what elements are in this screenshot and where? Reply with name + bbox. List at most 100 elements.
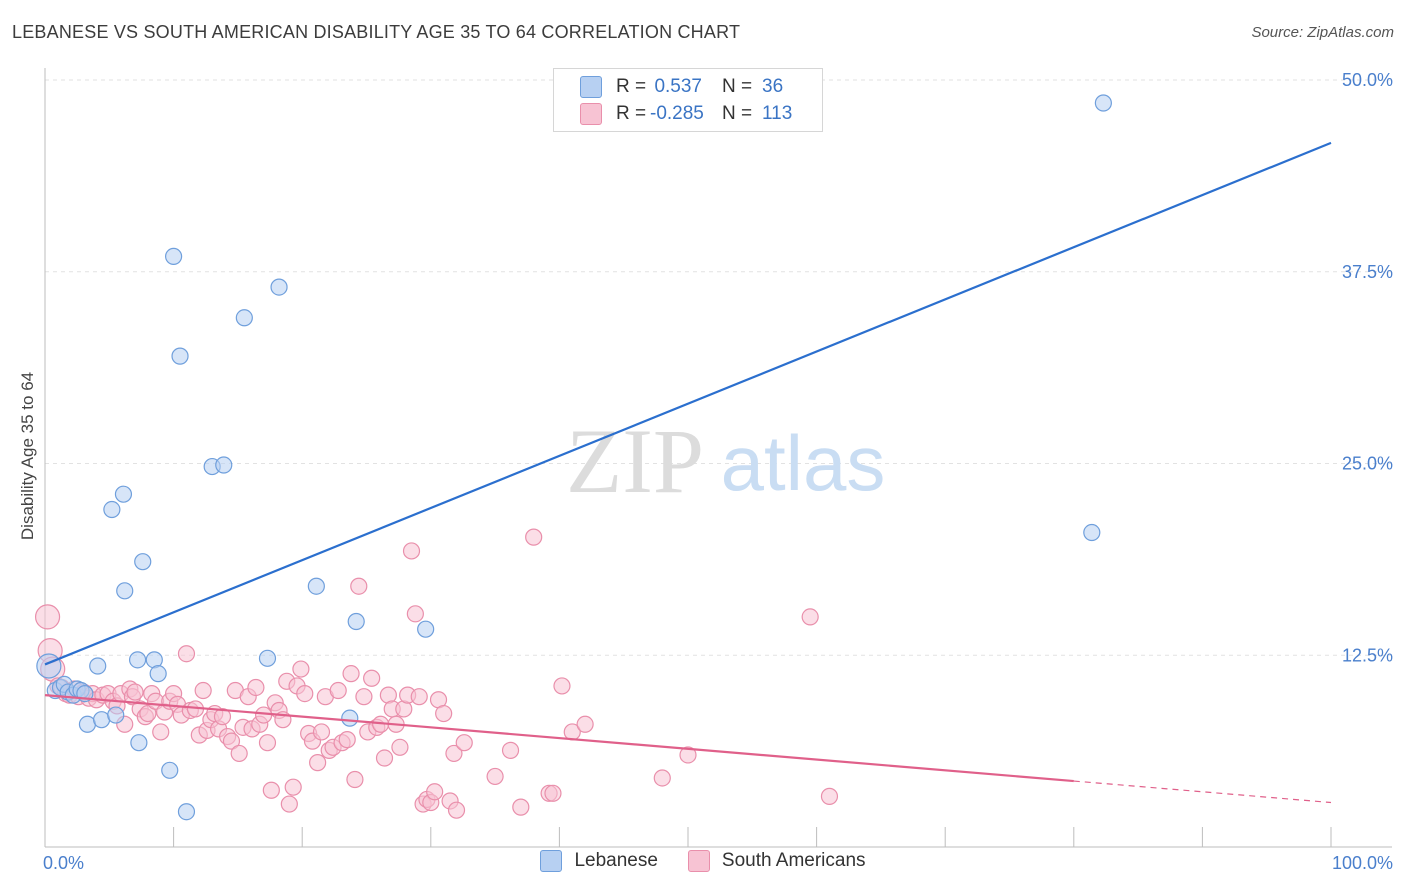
south-americans-point: [402, 542, 421, 560]
r-label: R =: [616, 76, 647, 97]
south-americans-point: [512, 798, 530, 816]
legend-label-south-americans: South Americans: [721, 850, 866, 871]
south-americans-point: [255, 706, 273, 724]
y-tick-label: 12.5%: [1342, 645, 1393, 665]
lebanese-point: [149, 665, 167, 683]
lebanese-point: [215, 456, 233, 474]
south-americans-point: [346, 770, 364, 789]
lebanese-r-value: 0.537: [654, 76, 702, 97]
lebanese-point: [130, 734, 148, 752]
south-americans-point: [342, 665, 360, 683]
legend-row-south-americans: R = -0.285 N = 113: [580, 101, 792, 127]
south-americans-point: [338, 731, 356, 749]
x-tick-label: 100.0%: [1332, 853, 1393, 873]
lebanese-point: [258, 649, 277, 667]
south-americans-point: [247, 678, 265, 697]
series-legend: Lebanese South Americans: [0, 850, 1406, 872]
lebanese-point: [417, 620, 435, 638]
lebanese-point: [307, 577, 325, 595]
south-americans-points: [34, 528, 839, 819]
south-americans-point: [406, 605, 424, 623]
south-americans-point: [426, 783, 444, 801]
legend-item-south-americans[interactable]: South Americans: [687, 850, 866, 872]
south-americans-swatch: [580, 103, 602, 125]
south-americans-point: [329, 681, 347, 700]
south-americans-point: [455, 734, 473, 752]
source-label: Source: ZipAtlas.com: [1251, 24, 1394, 41]
south-americans-point: [152, 723, 170, 741]
south-americans-point: [213, 708, 232, 726]
lebanese-point: [270, 278, 288, 296]
south-americans-trend-line: [44, 694, 1074, 783]
lebanese-swatch: [580, 76, 602, 98]
south-americans-point: [139, 704, 157, 723]
south-americans-n-value: 113: [762, 103, 793, 124]
lebanese-point: [165, 247, 183, 266]
lebanese-n-value: 36: [762, 76, 784, 97]
gridlines: [45, 79, 1392, 656]
legend-item-lebanese[interactable]: Lebanese: [540, 850, 658, 872]
trend-lines: [44, 141, 1332, 804]
lebanese-point: [161, 761, 179, 779]
lebanese-point: [347, 612, 365, 631]
y-tick-label: 37.5%: [1342, 262, 1393, 282]
south-americans-point: [820, 787, 839, 805]
south-americans-point: [445, 744, 463, 763]
south-americans-point: [284, 778, 302, 796]
south-americans-point: [553, 677, 571, 695]
south-americans-point: [363, 669, 381, 687]
south-americans-point: [296, 684, 314, 703]
n-label: N =: [722, 76, 753, 97]
lebanese-point: [1083, 523, 1101, 542]
lebanese-point: [177, 803, 196, 821]
south-americans-point: [410, 688, 428, 706]
axes: [44, 68, 1392, 848]
lebanese-point: [36, 653, 62, 679]
stats-legend: R = 0.537 N = 36 R = -0.285 N = 113: [553, 68, 823, 132]
south-americans-point: [126, 683, 144, 701]
lebanese-point: [1094, 94, 1112, 112]
south-americans-point: [653, 769, 671, 787]
lebanese-swatch: [540, 850, 563, 872]
r-label: R =: [616, 103, 647, 124]
south-americans-point: [391, 738, 409, 756]
y-tick-label: 50.0%: [1342, 70, 1393, 90]
lebanese-point: [89, 657, 107, 675]
lebanese-point: [128, 651, 147, 669]
lebanese-point: [107, 706, 125, 724]
lebanese-point: [103, 500, 121, 519]
tick-labels: 12.5% 25.0% 37.5% 50.0% 0.0% 100.0%: [43, 70, 1393, 873]
south-americans-swatch: [687, 850, 710, 872]
south-americans-point: [312, 723, 331, 741]
watermark-atlas: atlas: [721, 419, 886, 507]
south-americans-trend-line-extension: [1073, 780, 1332, 804]
lebanese-point: [78, 715, 97, 733]
lebanese-point: [114, 485, 133, 503]
south-americans-r-value: -0.285: [650, 103, 704, 124]
y-tick-label: 25.0%: [1342, 454, 1393, 474]
n-label: N =: [722, 103, 753, 124]
lebanese-point: [171, 347, 189, 365]
south-americans-point: [262, 781, 280, 799]
watermark-zip: ZIP: [566, 410, 704, 512]
south-americans-point: [292, 660, 310, 678]
south-americans-point: [34, 604, 61, 630]
south-americans-point: [355, 688, 373, 706]
south-americans-point: [258, 734, 277, 752]
legend-label-lebanese: Lebanese: [574, 850, 658, 871]
lebanese-points: [36, 94, 1112, 821]
lebanese-point: [116, 582, 134, 600]
south-americans-point: [230, 744, 248, 763]
south-americans-point: [435, 704, 453, 723]
lebanese-point: [134, 553, 152, 571]
south-americans-point: [501, 741, 520, 759]
south-americans-point: [222, 732, 241, 750]
south-americans-point: [447, 801, 466, 819]
x-tick-label: 0.0%: [43, 853, 84, 873]
lebanese-trend-line: [44, 141, 1332, 666]
south-americans-point: [801, 608, 819, 626]
lebanese-point: [341, 709, 359, 727]
south-americans-point: [280, 795, 298, 813]
south-americans-point: [525, 528, 543, 546]
